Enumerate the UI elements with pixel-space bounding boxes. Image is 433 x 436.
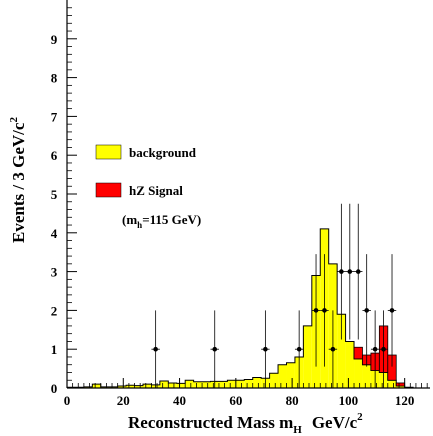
background-bin xyxy=(126,385,135,388)
data-point xyxy=(355,269,361,274)
x-axis-label-sub: H xyxy=(293,424,302,436)
data-point xyxy=(296,346,302,352)
x-tick-label: 100 xyxy=(339,393,359,408)
data-point xyxy=(313,308,319,313)
background-bin xyxy=(134,385,143,388)
axes xyxy=(66,0,430,389)
y-axis-label: Events / 3 GeV/c2 xyxy=(8,117,28,243)
background-histogram xyxy=(66,228,414,388)
data-point xyxy=(330,346,336,352)
data-point xyxy=(212,346,218,352)
data-point xyxy=(389,308,395,313)
background-bin xyxy=(396,386,405,388)
data-point xyxy=(347,269,353,274)
legend-signal-note-sub: h xyxy=(137,220,142,230)
background-bin xyxy=(244,379,253,388)
background-bin xyxy=(345,341,355,388)
background-bin xyxy=(202,381,211,388)
legend-background-label: background xyxy=(129,145,197,160)
x-tick-label: 40 xyxy=(173,393,186,408)
data-point xyxy=(263,346,268,352)
background-bin xyxy=(218,381,228,388)
y-tick-label: 0 xyxy=(51,381,58,396)
legend-signal-label: hZ Signal xyxy=(129,183,183,198)
y-tick-label: 5 xyxy=(51,187,58,202)
x-tick-label: 20 xyxy=(117,393,130,408)
background-bin xyxy=(176,383,186,388)
data-point xyxy=(381,346,386,352)
x-tick-label: 120 xyxy=(395,393,415,408)
background-bin xyxy=(227,380,236,388)
legend: background hZ Signal (mh=115 GeV) xyxy=(95,144,201,230)
background-bin xyxy=(142,384,152,388)
y-tick-label: 3 xyxy=(51,265,58,280)
x-axis-label: Reconstructed Mass mH GeV/c2 xyxy=(128,411,363,436)
legend-signal-swatch xyxy=(95,182,122,198)
data-point xyxy=(372,346,378,352)
background-bin xyxy=(286,362,295,388)
background-bin xyxy=(303,325,312,388)
y-tick-label: 4 xyxy=(51,226,58,241)
data-point xyxy=(339,269,344,274)
signal-bin xyxy=(353,346,363,360)
data-points xyxy=(151,203,397,388)
legend-background-swatch xyxy=(95,144,122,160)
data-point xyxy=(153,346,158,352)
x-tick-label: 0 xyxy=(64,393,71,408)
background-bin xyxy=(193,381,203,388)
background-bin xyxy=(117,386,127,388)
y-tick-label: 1 xyxy=(51,342,58,357)
background-bin xyxy=(159,381,169,388)
x-tick-label: 60 xyxy=(229,393,242,408)
x-tick-label: 80 xyxy=(286,393,299,408)
y-tick-label: 8 xyxy=(51,71,58,86)
background-bin xyxy=(269,373,279,388)
background-bin xyxy=(168,382,177,388)
background-bin xyxy=(278,364,287,388)
background-bin xyxy=(387,380,397,388)
x-axis-label-sup: 2 xyxy=(357,411,363,423)
data-point xyxy=(364,308,369,313)
background-bin xyxy=(354,358,363,388)
background-bin xyxy=(235,380,245,388)
y-tick-label: 6 xyxy=(51,148,58,163)
background-bin xyxy=(337,314,346,388)
axis-ticks: 0 20 40 60 80 100 120 0 1 2 3 4 5 6 7 8 9 xyxy=(51,7,428,408)
background-bin xyxy=(185,380,194,388)
background-bin xyxy=(362,364,371,388)
y-tick-label: 9 xyxy=(51,32,58,47)
background-bin xyxy=(92,384,101,388)
y-tick-label: 7 xyxy=(51,109,58,124)
data-point xyxy=(322,308,327,313)
y-tick-label: 2 xyxy=(51,303,58,318)
legend-signal-note: (mh=115 GeV) xyxy=(122,212,201,230)
signal-bin xyxy=(395,382,406,387)
background-bin xyxy=(252,377,262,388)
y-axis-label-sup: 2 xyxy=(8,117,20,123)
